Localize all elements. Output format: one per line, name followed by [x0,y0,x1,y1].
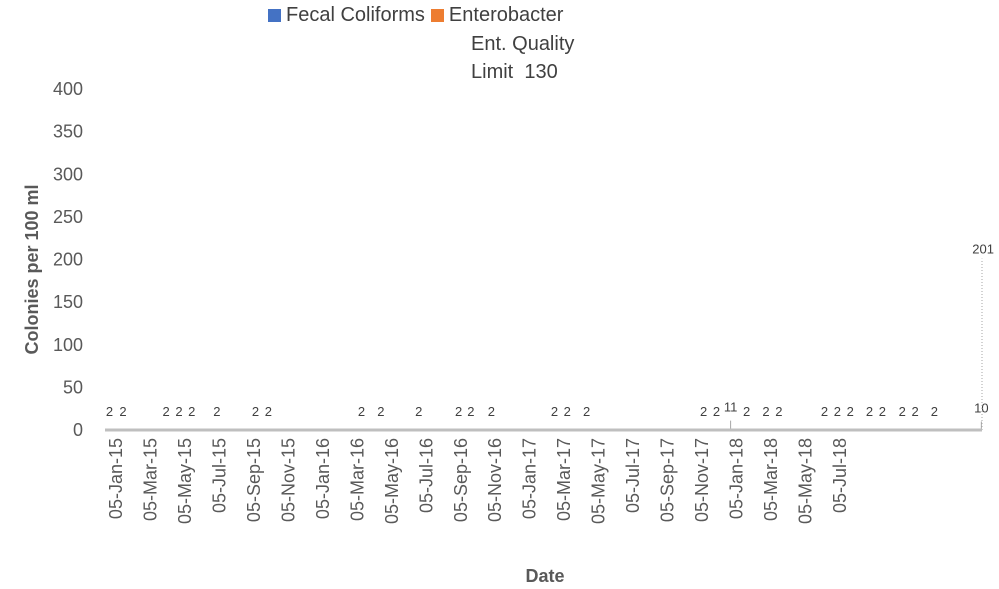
x-tick-label: 05-May-15 [175,438,195,524]
x-tick-label: 05-May-17 [589,438,609,524]
data-label: 2 [564,404,571,419]
y-tick-label: 400 [53,79,83,99]
x-tick-label: 05-Mar-17 [554,438,574,521]
data-label: 2 [847,404,854,419]
legend-item-enterobacter: Enterobacter [430,4,564,27]
data-label: 2 [377,404,384,419]
y-tick-label: 50 [63,377,83,397]
data-label: 2 [265,404,272,419]
x-tick-label: 05-Jan-17 [520,438,540,519]
y-tick-label: 300 [53,164,83,184]
data-label: 2 [583,404,590,419]
x-tick-label: 05-Mar-16 [347,438,367,521]
data-label: 2 [879,404,886,419]
y-axis-ticks: 0 50 100 150 200 250 300 350 400 [53,79,83,440]
data-label: 2 [415,404,422,419]
x-tick-label: 05-Jul-18 [830,438,850,513]
x-tick-label: 05-Sep-17 [658,438,678,522]
y-tick-label: 150 [53,292,83,312]
x-axis-title: Date [525,566,564,586]
x-tick-label: 05-Jan-15 [106,438,126,519]
y-axis-title: Colonies per 100 ml [22,184,42,354]
data-label: 2 [188,404,195,419]
data-label: 2 [455,404,462,419]
quality-limit-annotation: Ent. Quality Limit 130 [471,30,591,86]
data-label: 2 [899,404,906,419]
y-tick-label: 200 [53,250,83,270]
quality-limit-line2: Limit 130 [471,61,558,83]
data-label: 2 [866,404,873,419]
legend: Fecal Coliforms Enterobacter [268,4,569,27]
data-label: 2 [821,404,828,419]
x-tick-label: 05-Jul-16 [416,438,436,513]
y-tick-label: 0 [73,420,83,440]
x-tick-label: 05-Mar-15 [140,438,160,521]
data-label: 2 [252,404,259,419]
data-label: 2 [700,404,707,419]
x-tick-label: 05-Nov-17 [692,438,712,522]
data-label: 2 [358,404,365,419]
legend-item-fecal-coliforms: Fecal Coliforms [268,4,425,27]
data-label: 2 [175,404,182,419]
data-label: 2 [467,404,474,419]
x-tick-label: 05-Jan-16 [313,438,333,519]
x-tick-label: 05-Nov-16 [485,438,505,522]
data-label: 2 [912,404,919,419]
x-tick-label: 05-Nov-15 [278,438,298,522]
data-label: 2 [488,404,495,419]
y-tick-label: 250 [53,207,83,227]
data-label: 11 [724,400,738,415]
data-label: 2 [762,404,769,419]
data-label: 2 [834,404,841,419]
data-label: 2 [775,404,782,419]
data-label: 201 [972,242,994,257]
data-label: 2 [931,404,938,419]
x-tick-label: 05-May-18 [796,438,816,524]
data-label: 2 [213,404,220,419]
legend-label-enterobacter: Enterobacter [448,4,564,26]
data-label: 2 [162,404,169,419]
data-label: 2 [743,404,750,419]
data-label: 2 [106,404,113,419]
x-tick-label: 05-Mar-18 [761,438,781,521]
quality-limit-line1: Ent. Quality [471,33,575,55]
data-label: 2 [713,404,720,419]
x-tick-label: 05-Jul-15 [209,438,229,513]
data-label: 2 [551,404,558,419]
legend-label-fecal-coliforms: Fecal Coliforms [286,4,425,26]
legend-swatch-enterobacter [430,9,444,22]
x-tick-label: 05-May-16 [382,438,402,524]
data-label: 10 [974,400,988,415]
x-tick-label: 05-Sep-16 [451,438,471,522]
x-tick-label: 05-Jul-17 [623,438,643,513]
x-tick-label: 05-Jan-18 [727,438,747,519]
x-axis-ticks: 05-Jan-15 05-Mar-15 05-May-15 05-Jul-15 05-S… [106,438,850,524]
data-label: 2 [119,404,126,419]
x-tick-label: 05-Sep-15 [244,438,264,522]
legend-swatch-fecal-coliforms [268,9,281,22]
y-tick-label: 350 [53,122,83,142]
y-tick-label: 100 [53,335,83,355]
